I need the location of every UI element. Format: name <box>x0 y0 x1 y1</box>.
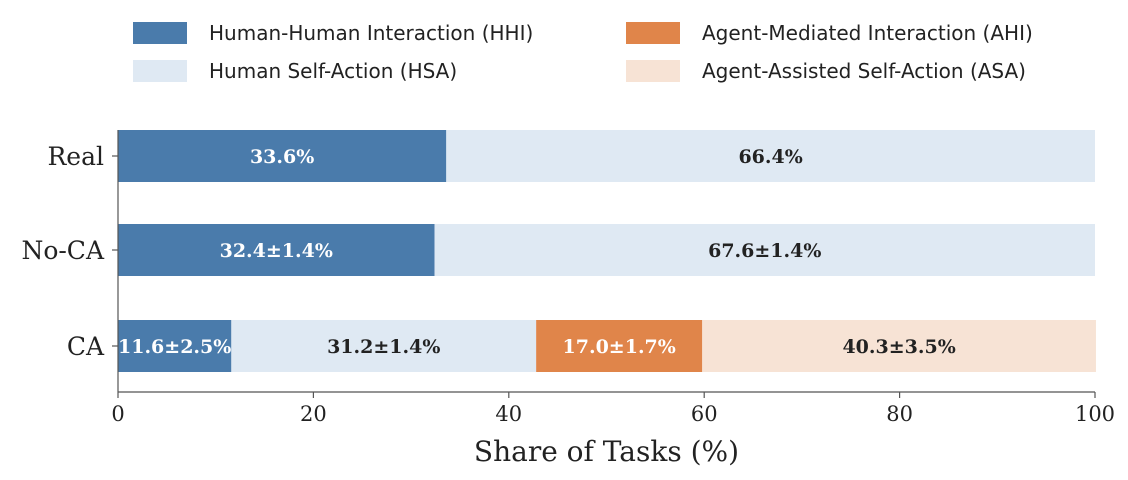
x-tick-label-100: 100 <box>1075 402 1115 426</box>
bar-labels: 33.6% 66.4% 32.4±1.4% 67.6±1.4% 11.6±2.5% 31.… <box>118 146 956 358</box>
legend-swatch-human-human-interaction-hhi <box>133 22 187 44</box>
axes: 0 20 40 60 80 100 Real No-CA CA <box>21 130 1115 426</box>
bar-label-real-human-self-action-hsa: 66.4% <box>738 146 802 168</box>
bar-ca-agent-assisted-self-action-asa <box>702 320 1096 372</box>
bar-no-ca-human-self-action-hsa <box>434 224 1096 276</box>
x-tick-label-20: 20 <box>300 402 327 426</box>
x-axis-title: Share of Tasks (%) <box>474 435 739 468</box>
bar-no-ca-human-human-interaction-hhi <box>118 224 435 276</box>
category-label-no-ca: No-CA <box>21 236 105 265</box>
bar-label-ca-agent-mediated-interaction-ahi: 17.0±1.7% <box>563 336 676 358</box>
legend-item-human-human-interaction-hhi: Human-Human Interaction (HHI) <box>133 21 533 45</box>
legend-label-human-self-action-hsa: Human Self-Action (HSA) <box>209 59 457 83</box>
bar-label-no-ca-human-human-interaction-hhi: 32.4±1.4% <box>220 240 333 262</box>
legend-item-human-self-action-hsa: Human Self-Action (HSA) <box>133 59 457 83</box>
bar-label-no-ca-human-self-action-hsa: 67.6±1.4% <box>708 240 821 262</box>
x-tick-label-80: 80 <box>886 402 913 426</box>
bar-real-human-self-action-hsa <box>446 130 1096 182</box>
bar-real-human-human-interaction-hhi <box>118 130 447 182</box>
category-label-real: Real <box>47 142 104 171</box>
bar-label-ca-human-self-action-hsa: 31.2±1.4% <box>327 336 440 358</box>
bar-ca-agent-mediated-interaction-ahi <box>536 320 703 372</box>
legend-label-agent-assisted-self-action-asa: Agent-Assisted Self-Action (ASA) <box>702 59 1026 83</box>
bar-ca-human-human-interaction-hhi <box>118 320 232 372</box>
legend-item-agent-mediated-interaction-ahi: Agent-Mediated Interaction (AHI) <box>626 21 1033 45</box>
bar-label-ca-agent-assisted-self-action-asa: 40.3±3.5% <box>842 336 955 358</box>
legend-label-human-human-interaction-hhi: Human-Human Interaction (HHI) <box>209 21 533 45</box>
bar-label-real-human-human-interaction-hhi: 33.6% <box>250 146 314 168</box>
legend: Human-Human Interaction (HHI) Human Self-… <box>133 21 1033 83</box>
bar-ca-human-self-action-hsa <box>231 320 537 372</box>
x-tick-label-60: 60 <box>691 402 718 426</box>
x-tick-label-0: 0 <box>111 402 124 426</box>
legend-swatch-human-self-action-hsa <box>133 60 187 82</box>
legend-swatch-agent-mediated-interaction-ahi <box>626 22 680 44</box>
legend-label-agent-mediated-interaction-ahi: Agent-Mediated Interaction (AHI) <box>702 21 1033 45</box>
bar-label-ca-human-human-interaction-hhi: 11.6±2.5% <box>118 336 231 358</box>
x-tick-label-40: 40 <box>495 402 522 426</box>
category-label-ca: CA <box>67 332 105 361</box>
legend-item-agent-assisted-self-action-asa: Agent-Assisted Self-Action (ASA) <box>626 59 1026 83</box>
legend-swatch-agent-assisted-self-action-asa <box>626 60 680 82</box>
bars <box>118 130 1096 372</box>
